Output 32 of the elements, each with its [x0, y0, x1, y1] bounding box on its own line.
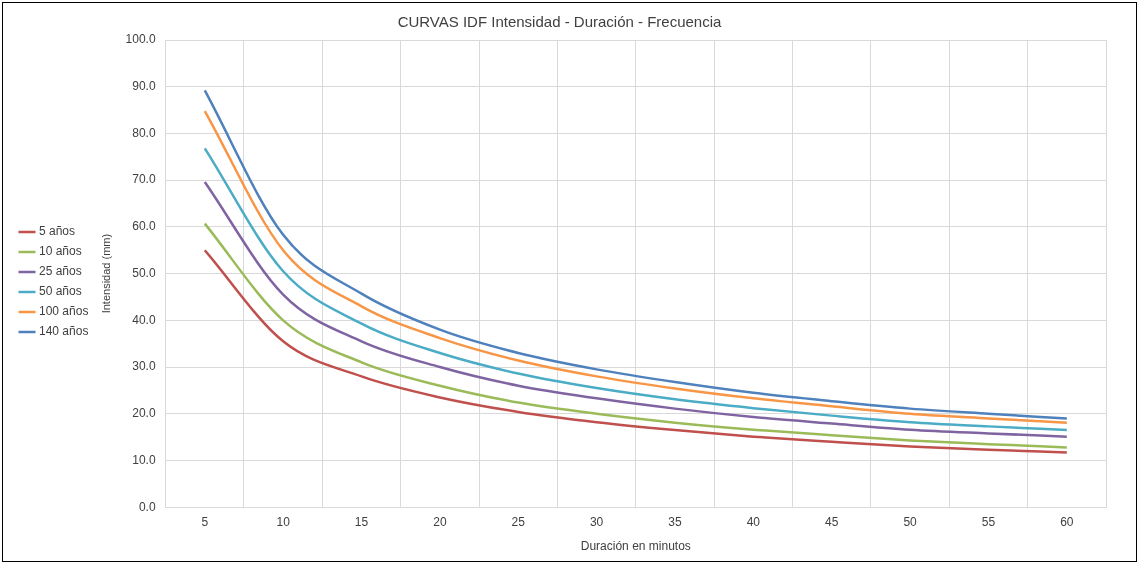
y-axis-title: Intensidad (mm)	[100, 233, 113, 314]
y-tick-label: 10.0	[132, 452, 156, 467]
x-tick-label: 55	[981, 514, 996, 529]
legend-label: 100 años	[39, 304, 89, 319]
legend-label: 25 años	[39, 264, 82, 279]
y-tick-label: 100.0	[125, 32, 156, 47]
y-tick-label: 70.0	[132, 172, 156, 187]
y-tick-label: 60.0	[132, 219, 156, 234]
x-tick-label: 15	[354, 514, 369, 529]
legend-label: 50 años	[39, 284, 82, 299]
y-tick-label: 90.0	[132, 79, 156, 94]
x-axis-title: Duración en minutos	[580, 539, 691, 554]
x-tick-label: 40	[746, 514, 761, 529]
y-tick-label: 20.0	[132, 406, 156, 421]
y-tick-label: 30.0	[132, 359, 156, 374]
x-tick-label: 60	[1060, 514, 1074, 529]
y-tick-label: 50.0	[132, 265, 156, 280]
chart-title: CURVAS IDF Intensidad - Duración - Frecuencia	[397, 13, 723, 31]
x-tick-label: 35	[668, 514, 682, 529]
legend-label: 140 años	[39, 324, 89, 339]
y-tick-label: 80.0	[132, 125, 156, 140]
x-tick-label: 10	[276, 514, 291, 529]
y-tick-label: 40.0	[132, 312, 156, 327]
x-tick-label: 5	[201, 514, 209, 529]
x-tick-label: 50	[903, 514, 918, 529]
x-tick-label: 20	[433, 514, 447, 529]
x-tick-label: 30	[589, 514, 604, 529]
x-tick-label: 25	[511, 514, 526, 529]
legend-label: 5 años	[39, 224, 76, 239]
y-tick-label: 0.0	[138, 499, 156, 514]
legend-label: 10 años	[39, 244, 82, 259]
x-tick-label: 45	[825, 514, 839, 529]
